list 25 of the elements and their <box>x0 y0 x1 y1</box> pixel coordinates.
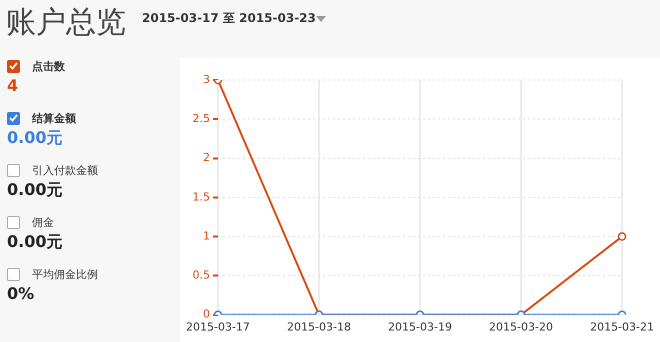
text: 0.00元 <box>7 128 64 148</box>
y-tick-label: 3 <box>202 72 210 86</box>
y-tick-label: 0.5 <box>192 268 210 282</box>
text: 0% <box>7 284 36 304</box>
text: 引入付款金额 <box>32 162 98 178</box>
y-tick-label: 1 <box>202 229 210 242</box>
legend-label: 结算金额 <box>32 110 76 126</box>
y-tick-label: 1.5 <box>192 190 210 204</box>
point <box>618 232 626 241</box>
chart-title: 账户总览 <box>6 4 126 42</box>
x-tick-label: 2015-03-18 <box>287 320 351 334</box>
chart-subtitle: 2015-03-17 至 2015-03-23 <box>142 10 316 27</box>
x-tick-label: 2015-03-20 <box>489 320 553 334</box>
legend-label: 点击数 <box>32 58 65 74</box>
text: 4 <box>7 76 20 96</box>
y-tick-label: 2 <box>202 151 210 164</box>
x-tick-label: 2015-03-17 <box>186 320 250 334</box>
y-tick-label: 2.5 <box>192 112 210 125</box>
x-tick-label: 2015-03-19 <box>388 320 452 334</box>
y-tick-label: 0 <box>202 308 210 321</box>
text: 0.00元 <box>7 232 64 252</box>
text: 0.00元 <box>7 180 64 200</box>
text: 平均佣金比例 <box>32 266 98 282</box>
text: 佣金 <box>32 214 54 230</box>
x-tick-label: 2015-03-21 <box>590 320 654 334</box>
